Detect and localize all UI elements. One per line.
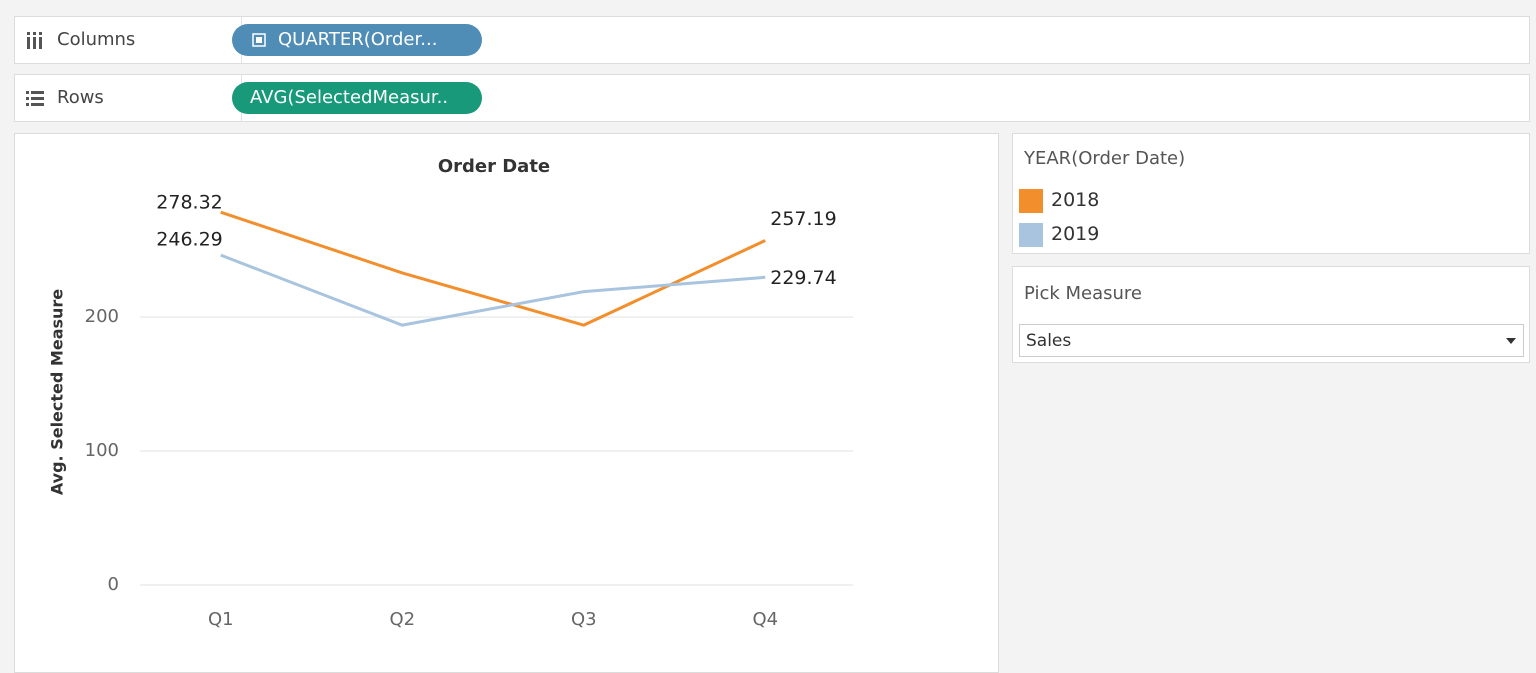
legend-swatch xyxy=(1019,223,1043,247)
columns-pill[interactable]: QUARTER(Order... xyxy=(232,24,482,56)
data-label: 257.19 xyxy=(770,208,836,230)
dropdown-arrow xyxy=(1506,338,1516,344)
rows-pill[interactable]: AVG(SelectedMeasur.. xyxy=(232,82,482,114)
chart-panel xyxy=(14,133,999,673)
data-label: 229.74 xyxy=(770,267,836,289)
chart-title: Order Date xyxy=(438,156,550,177)
y-tick-label: 200 xyxy=(85,306,119,327)
y-axis-title: Avg. Selected Measure xyxy=(48,289,67,495)
legend-title: YEAR(Order Date) xyxy=(1024,148,1186,169)
series-line xyxy=(220,210,766,327)
parameter-title: Pick Measure xyxy=(1024,283,1143,304)
y-tick-label: 0 xyxy=(108,574,119,595)
legend-panel: YEAR(Order Date) 2018 2019 xyxy=(1012,133,1530,254)
pill-text: QUARTER(Order... xyxy=(278,29,438,50)
x-tick-label: Q1 xyxy=(208,609,234,630)
rows-shelf: Rows AVG(SelectedMeasur.. xyxy=(14,74,1530,122)
pill-text: AVG(SelectedMeasur.. xyxy=(250,87,449,108)
legend-swatch xyxy=(1019,189,1043,213)
legend-label: 2018 xyxy=(1051,189,1100,211)
x-tick-label: Q4 xyxy=(752,609,778,630)
data-label: 246.29 xyxy=(156,229,222,251)
columns-shelf: Columns QUARTER(Order... xyxy=(14,16,1530,64)
series-line xyxy=(220,253,766,327)
columns-icon xyxy=(27,32,42,49)
parameter-dropdown[interactable]: Sales xyxy=(1019,324,1524,357)
x-tick-label: Q2 xyxy=(389,609,415,630)
data-label: 278.32 xyxy=(156,192,222,214)
dropdown-value: Sales xyxy=(1026,331,1072,351)
x-tick-label: Q3 xyxy=(571,609,597,630)
rows-icon xyxy=(26,91,44,106)
pill-icon xyxy=(252,33,266,47)
parameter-panel: Pick Measure Sales xyxy=(1012,266,1530,363)
shelf-label: Columns xyxy=(57,29,136,50)
y-tick-label: 100 xyxy=(85,440,119,461)
legend-label: 2019 xyxy=(1051,223,1100,245)
shelf-label: Rows xyxy=(57,87,104,108)
